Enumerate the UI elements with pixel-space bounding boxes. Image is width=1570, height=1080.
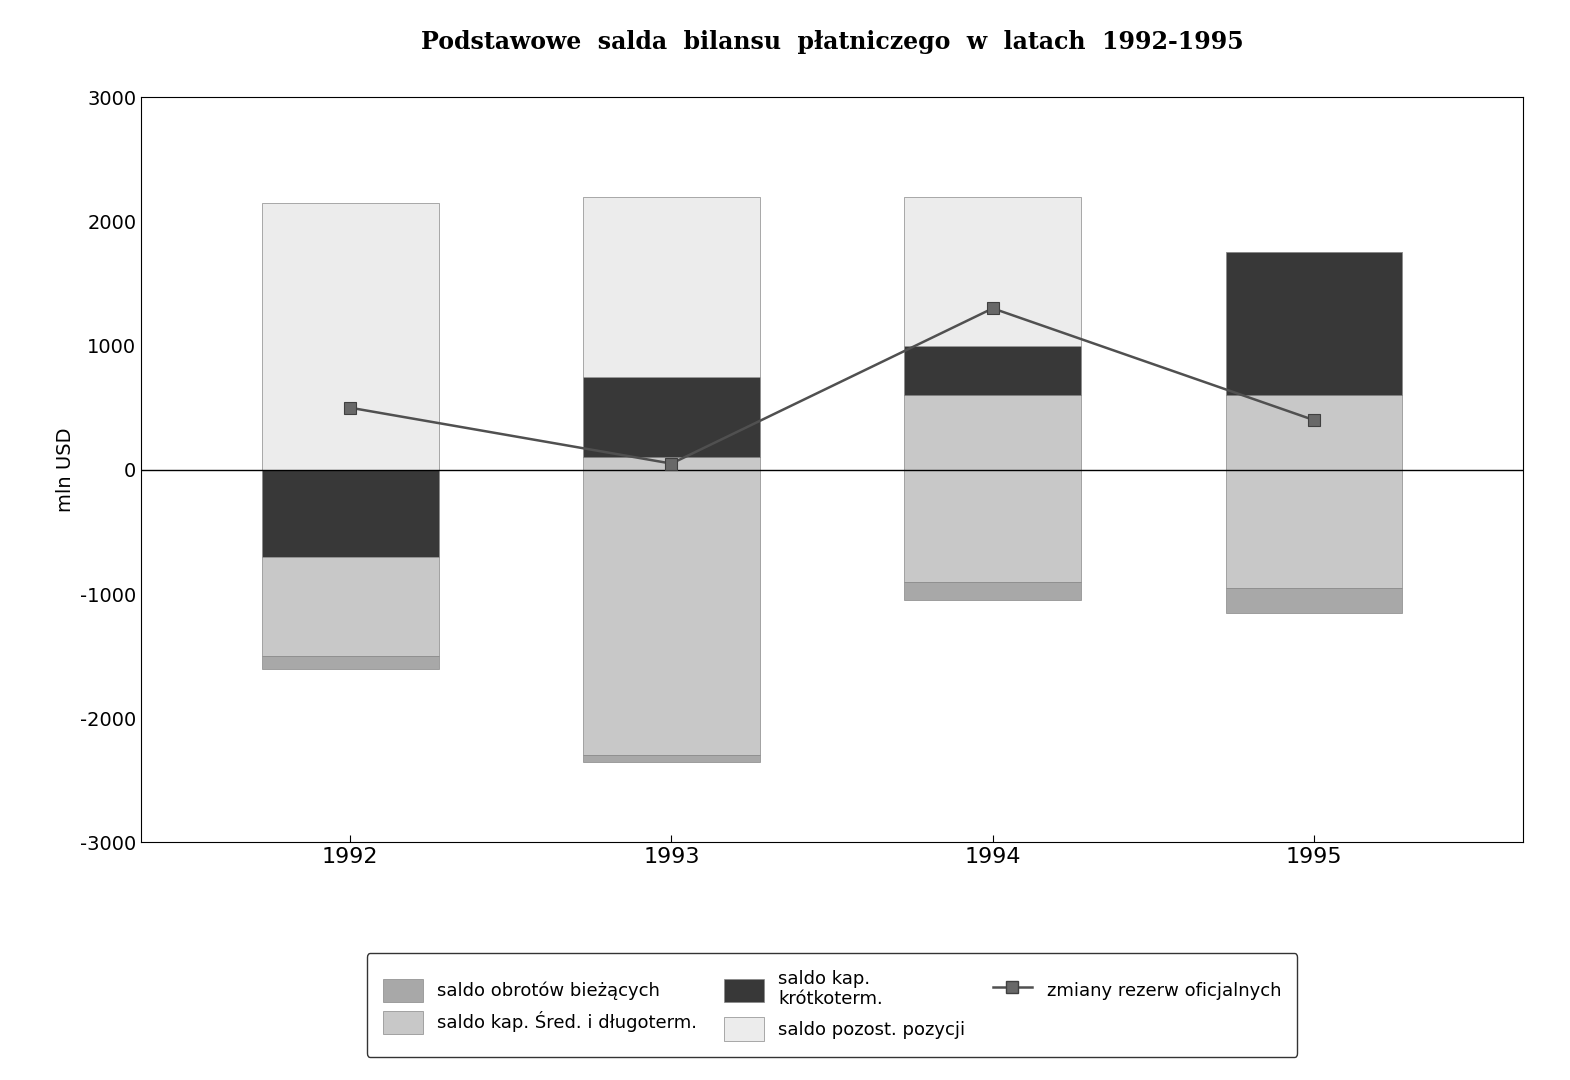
Bar — [904, 470, 1082, 581]
Bar — [262, 557, 438, 656]
Bar — [1226, 470, 1402, 588]
Bar — [582, 377, 760, 458]
Bar — [1226, 588, 1402, 612]
Title: Podstawowe  salda  bilansu  płatniczego  w  latach  1992-1995: Podstawowe salda bilansu płatniczego w l… — [421, 29, 1243, 54]
Bar — [582, 458, 760, 470]
Bar — [262, 470, 438, 557]
Bar — [582, 756, 760, 761]
Bar — [904, 395, 1082, 470]
Bar — [1226, 253, 1402, 395]
Bar — [582, 470, 760, 756]
Bar — [904, 197, 1082, 346]
Bar — [904, 581, 1082, 600]
Bar — [904, 346, 1082, 395]
Legend: saldo obrotów bieżących, saldo kap. Śred. i długoterm., saldo kap.
krótkoterm., : saldo obrotów bieżących, saldo kap. Śred… — [367, 954, 1297, 1057]
Bar — [582, 197, 760, 377]
Bar — [262, 656, 438, 669]
Y-axis label: mln USD: mln USD — [55, 428, 75, 512]
Bar — [262, 203, 438, 470]
Bar — [1226, 395, 1402, 470]
